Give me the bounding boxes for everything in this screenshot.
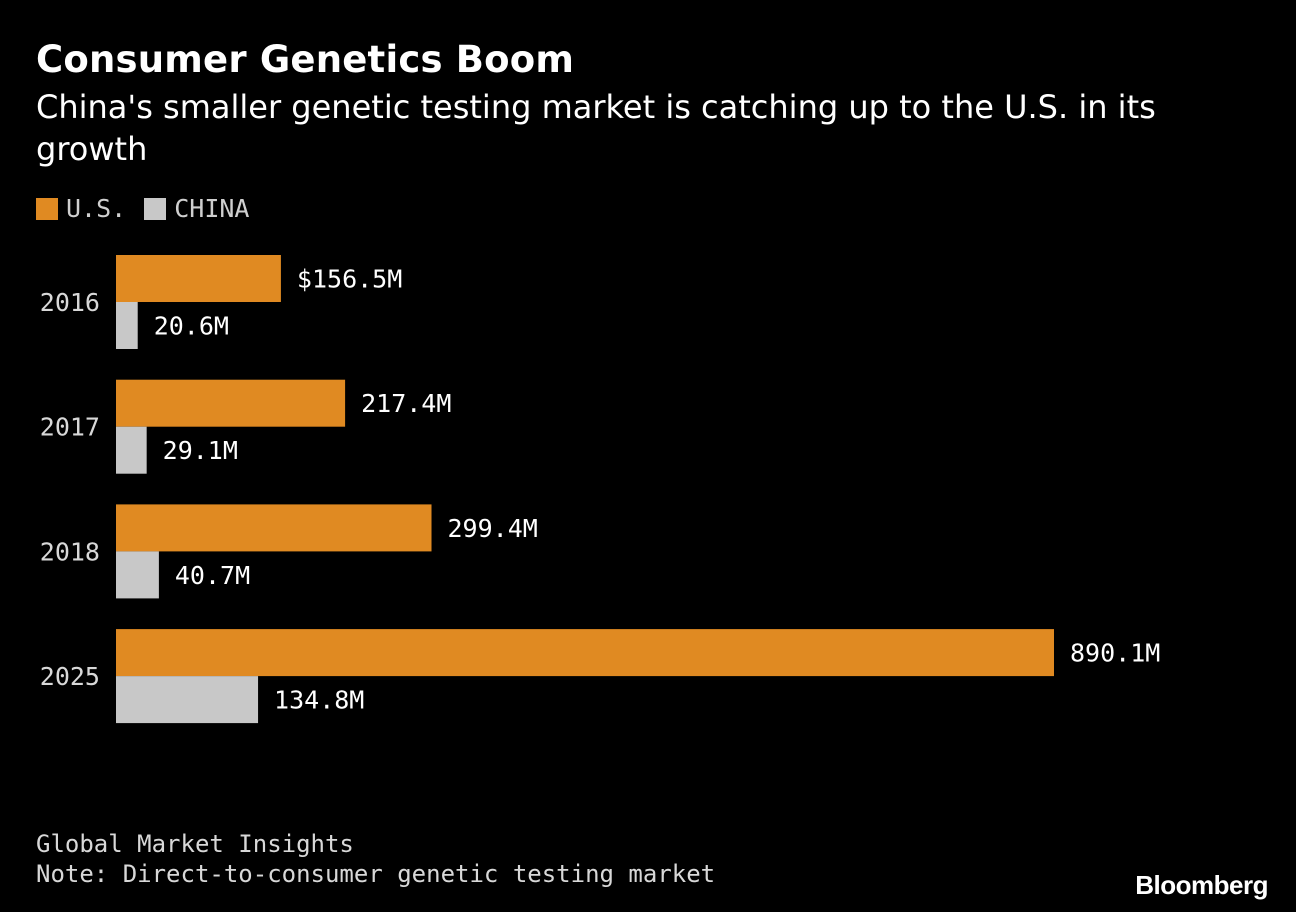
source-text: Global Market Insights: [36, 830, 354, 858]
chart-subtitle: China's smaller genetic testing market i…: [36, 88, 1156, 168]
bar-china-2018: [116, 551, 159, 599]
category-label: 2016: [40, 288, 100, 317]
bar-us-2018: [116, 504, 432, 552]
legend-item-china: CHINA: [144, 194, 249, 223]
data-label-china: 40.7M: [175, 561, 250, 590]
bar-us-2016: [116, 255, 281, 302]
bloomberg-logo: Bloomberg: [1135, 870, 1268, 900]
category-label: 2018: [40, 537, 100, 566]
bar-us-2017: [116, 379, 346, 427]
data-label-us: 299.4M: [448, 514, 538, 543]
data-label-us: 217.4M: [361, 389, 451, 418]
bar-china-2025: [116, 676, 259, 724]
bar-china-2016: [116, 302, 138, 349]
data-label-china: 134.8M: [274, 686, 364, 715]
legend-swatch-china: [144, 197, 167, 220]
data-label-china: 29.1M: [163, 436, 238, 465]
legend-item-us: U.S.: [36, 194, 126, 223]
legend-label-us: U.S.: [66, 194, 127, 223]
bar-chart: 2016 $156.5M 20.6M 2017 217.4M 29.1M 2018 299.4…: [40, 255, 1160, 724]
legend: U.S. CHINA: [36, 194, 267, 223]
bar-us-2025: [116, 629, 1054, 677]
category-label: 2017: [40, 413, 100, 442]
bar-china-2017: [116, 426, 147, 474]
data-label-china: 20.6M: [154, 312, 229, 341]
data-label-us: 890.1M: [1070, 639, 1160, 668]
chart-title: Consumer Genetics Boom: [36, 38, 575, 81]
data-label-us: $156.5M: [297, 265, 402, 294]
note-text: Note: Direct-to-consumer genetic testing…: [36, 860, 716, 888]
legend-label-china: CHINA: [174, 194, 250, 223]
legend-swatch-us: [36, 197, 58, 220]
category-label: 2025: [40, 662, 100, 691]
